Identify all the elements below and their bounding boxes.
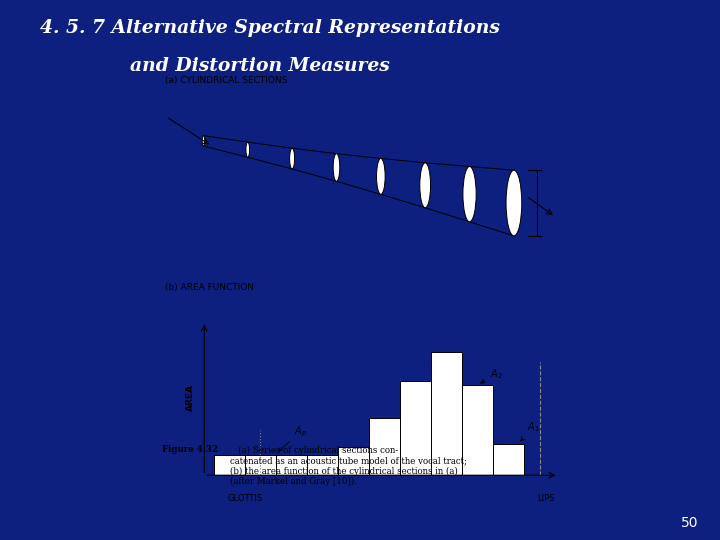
Ellipse shape	[420, 163, 431, 208]
Text: AREA: AREA	[186, 384, 194, 411]
Text: and Distortion Measures: and Distortion Measures	[130, 57, 390, 75]
Bar	[307, 455, 338, 475]
Text: 4. 5. 7 Alternative Spectral Representations: 4. 5. 7 Alternative Spectral Representat…	[40, 19, 500, 37]
Text: $A_p$: $A_p$	[279, 424, 307, 451]
Text: Figure 4.32: Figure 4.32	[162, 446, 218, 455]
Bar	[369, 418, 400, 475]
Text: GLOTTIS: GLOTTIS	[227, 494, 262, 503]
Bar	[214, 455, 245, 475]
Text: (b) AREA FUNCTION: (b) AREA FUNCTION	[166, 283, 254, 292]
Text: LIPS: LIPS	[537, 494, 555, 503]
Ellipse shape	[333, 154, 340, 181]
Ellipse shape	[246, 142, 250, 157]
Bar	[493, 444, 524, 475]
Text: (a) CYLINDRICAL SECTIONS: (a) CYLINDRICAL SECTIONS	[166, 76, 288, 85]
Bar	[276, 455, 307, 475]
Text: $A_2$: $A_2$	[481, 367, 503, 383]
Ellipse shape	[202, 136, 204, 146]
Bar	[431, 352, 462, 475]
Text: (a) Series of cylindrical sections con-
catenated as an acoustic tube model of t: (a) Series of cylindrical sections con- …	[230, 446, 467, 486]
Ellipse shape	[463, 166, 476, 222]
Text: 50: 50	[681, 516, 698, 530]
Bar	[462, 385, 493, 475]
Text: $A_1$: $A_1$	[521, 420, 540, 441]
Ellipse shape	[506, 170, 522, 236]
Ellipse shape	[289, 148, 294, 169]
Bar	[400, 381, 431, 475]
Bar	[245, 455, 276, 475]
Bar	[338, 447, 369, 475]
Ellipse shape	[377, 158, 385, 194]
